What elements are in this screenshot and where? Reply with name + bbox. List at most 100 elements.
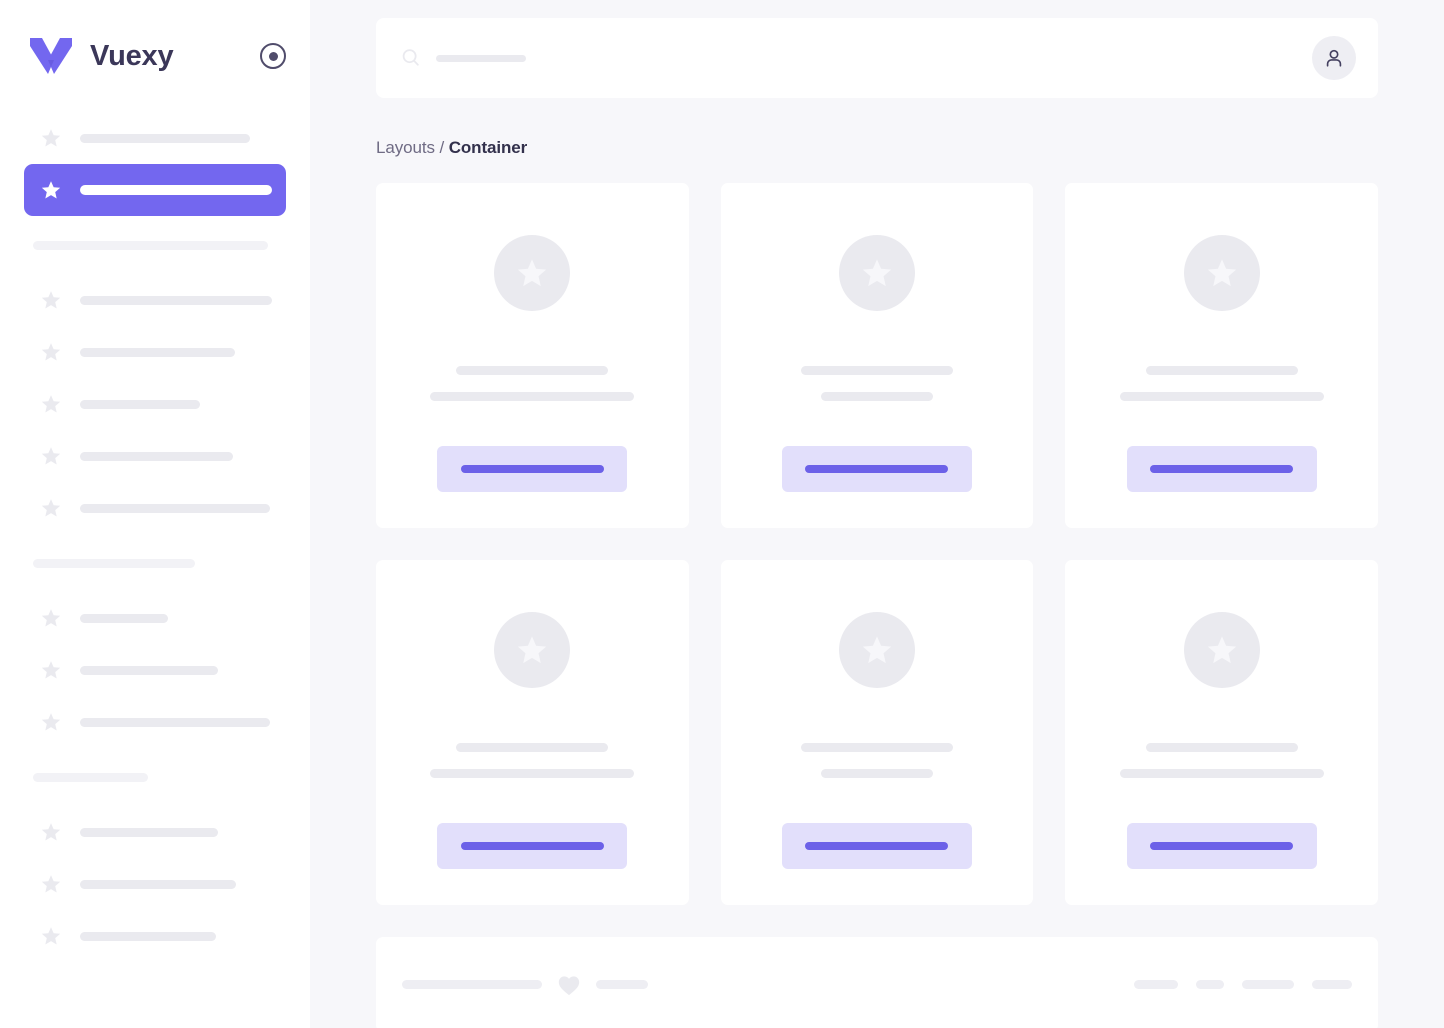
star-icon <box>1207 259 1236 287</box>
footer-right-bar <box>1242 980 1294 989</box>
main-content: Layouts / Container <box>310 0 1444 1028</box>
card-avatar <box>838 235 915 311</box>
card-subtitle-bar <box>1119 769 1324 778</box>
footer-left-group <box>402 972 648 998</box>
star-icon <box>41 927 61 945</box>
sidebar-item[interactable] <box>24 482 286 534</box>
radio-circle-icon[interactable] <box>260 43 286 69</box>
card-action-label-bar <box>805 842 949 850</box>
sidebar-item[interactable] <box>24 858 286 910</box>
heart-icon[interactable] <box>556 972 582 998</box>
sidebar: Vuexy <box>0 0 310 1028</box>
sidebar-section-bar <box>33 772 148 782</box>
star-icon <box>41 447 61 465</box>
card-title-bar <box>800 366 953 375</box>
footer-bar <box>376 937 1378 1028</box>
card-subtitle-bar <box>430 392 635 401</box>
sidebar-item-active[interactable] <box>24 164 286 216</box>
star-icon <box>862 636 892 664</box>
card-grid <box>376 183 1378 905</box>
sidebar-item-label-bar <box>80 931 216 941</box>
card-action-button[interactable] <box>1126 823 1317 869</box>
sidebar-item[interactable] <box>24 910 286 962</box>
card-action-label-bar <box>460 842 604 850</box>
star-icon <box>41 713 61 731</box>
card-title-bar <box>456 743 609 752</box>
sidebar-item-label-bar <box>80 399 200 409</box>
sidebar-item-label-bar <box>80 451 233 461</box>
vuexy-v-logo-icon[interactable] <box>28 36 74 76</box>
search-placeholder-bar <box>436 54 526 62</box>
content-card <box>376 560 689 905</box>
sidebar-item[interactable] <box>24 326 286 378</box>
card-action-button[interactable] <box>1126 446 1317 492</box>
star-icon <box>41 823 61 841</box>
star-icon <box>41 129 61 147</box>
sidebar-section-divider <box>0 748 310 806</box>
sidebar-header: Vuexy <box>0 0 310 112</box>
sidebar-item-label-bar <box>80 717 270 727</box>
sidebar-item-label-bar <box>80 503 270 513</box>
content-card <box>1065 560 1378 905</box>
search-icon <box>402 49 419 66</box>
breadcrumb-separator: / <box>439 138 445 157</box>
sidebar-item-label-bar <box>80 185 272 195</box>
card-action-button[interactable] <box>437 446 628 492</box>
sidebar-section-bar <box>33 558 195 568</box>
footer-secondary-bar <box>596 980 648 989</box>
avatar[interactable] <box>1312 36 1356 80</box>
card-title-bar <box>456 366 609 375</box>
card-avatar <box>838 612 915 688</box>
card-action-label-bar <box>805 465 949 473</box>
card-title-bar <box>1145 743 1298 752</box>
sidebar-item[interactable] <box>24 806 286 858</box>
sidebar-item[interactable] <box>24 696 286 748</box>
content-card <box>720 560 1034 905</box>
card-subtitle-bar <box>1119 392 1324 401</box>
card-avatar <box>1183 612 1260 688</box>
card-action-button[interactable] <box>781 823 972 869</box>
sidebar-item-label-bar <box>80 613 168 623</box>
breadcrumb-current: Container <box>448 138 528 157</box>
sidebar-item-label-bar <box>80 295 272 305</box>
sidebar-item-label-bar <box>80 879 236 889</box>
content-card <box>720 183 1034 528</box>
card-subtitle-bar <box>430 769 635 778</box>
card-action-button[interactable] <box>781 446 972 492</box>
sidebar-item[interactable] <box>24 644 286 696</box>
sidebar-nav <box>0 112 310 962</box>
footer-left-bar <box>402 980 542 989</box>
sidebar-item[interactable] <box>24 378 286 430</box>
footer-right-bar <box>1312 980 1352 989</box>
content-card <box>376 183 689 528</box>
star-icon <box>518 259 547 287</box>
user-icon <box>1326 49 1342 67</box>
star-icon <box>41 499 61 517</box>
card-avatar <box>494 235 571 311</box>
search-input[interactable] <box>400 47 1312 69</box>
topbar <box>376 18 1378 98</box>
card-action-button[interactable] <box>437 823 628 869</box>
card-action-label-bar <box>460 465 604 473</box>
breadcrumb-parent[interactable]: Layouts <box>376 138 435 157</box>
brand-name: Vuexy <box>90 39 174 72</box>
sidebar-item[interactable] <box>24 592 286 644</box>
sidebar-item[interactable] <box>24 430 286 482</box>
sidebar-item-label-bar <box>80 827 218 837</box>
sidebar-item-label-bar <box>80 665 218 675</box>
footer-right-bar <box>1196 980 1224 989</box>
sidebar-item[interactable] <box>24 274 286 326</box>
content-card <box>1065 183 1378 528</box>
card-title-bar <box>1145 366 1298 375</box>
breadcrumb: Layouts / Container <box>376 138 1378 158</box>
sidebar-section-divider <box>0 216 310 274</box>
star-icon <box>41 291 61 309</box>
star-icon <box>41 343 61 361</box>
star-icon <box>862 259 892 287</box>
card-action-label-bar <box>1150 842 1294 850</box>
star-icon <box>41 609 61 627</box>
sidebar-item[interactable] <box>24 112 286 164</box>
star-icon <box>41 875 61 893</box>
star-icon <box>41 661 61 679</box>
